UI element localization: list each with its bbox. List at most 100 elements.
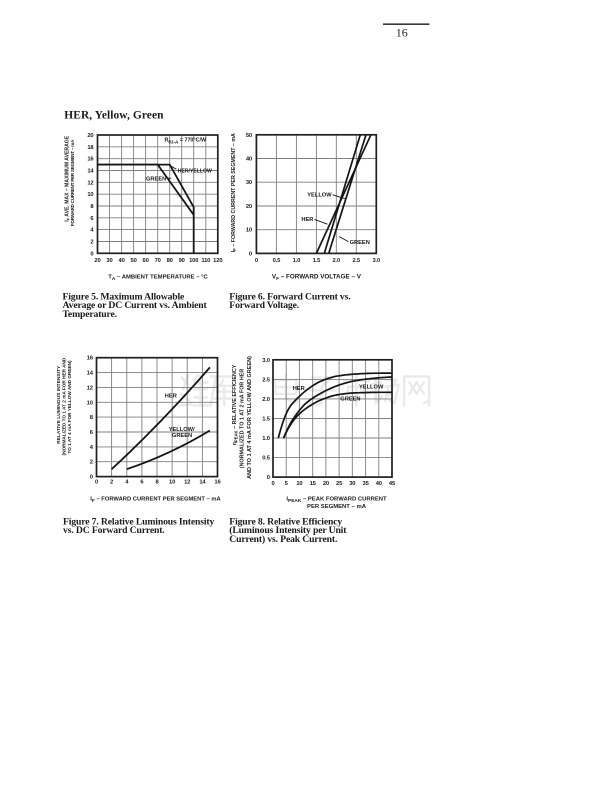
svg-text:0.5: 0.5 (262, 456, 271, 462)
svg-text:0: 0 (90, 251, 93, 257)
svg-text:RθJ-A = 770°C/W: RθJ-A = 770°C/W (165, 138, 207, 145)
svg-text:20: 20 (323, 481, 329, 487)
svg-text:HER: HER (293, 386, 305, 392)
svg-text:GREEN: GREEN (172, 433, 192, 439)
svg-text:20: 20 (246, 204, 252, 210)
svg-text:AND TO 1 AT 4 mA FOR YELLOW AN: AND TO 1 AT 4 mA FOR YELLOW AND GREEN) (247, 356, 253, 479)
svg-text:10: 10 (296, 481, 302, 487)
svg-text:5: 5 (285, 481, 289, 487)
svg-text:16: 16 (214, 479, 221, 485)
svg-text:RELATIVE LUMINOUS INTENSITY: RELATIVE LUMINOUS INTENSITY (56, 365, 62, 444)
svg-text:50: 50 (246, 133, 252, 139)
svg-text:4: 4 (90, 228, 94, 234)
svg-text:0: 0 (249, 251, 252, 257)
svg-text:IPEAK – PEAK FORWARD CURRENT: IPEAK – PEAK FORWARD CURRENT (286, 497, 387, 505)
svg-text:40: 40 (119, 258, 125, 264)
svg-text:IF – FORWARD CURRENT PER SEGME: IF – FORWARD CURRENT PER SEGMENT – mA (90, 497, 221, 505)
svg-text:HER, Yellow, Green: HER, Yellow, Green (64, 110, 164, 122)
svg-text:1.0: 1.0 (293, 258, 301, 264)
svg-text:18: 18 (87, 145, 94, 151)
svg-text:20: 20 (94, 258, 100, 264)
svg-text:120: 120 (213, 258, 222, 264)
svg-text:45: 45 (389, 481, 396, 487)
svg-text:0: 0 (90, 475, 93, 481)
svg-text:30: 30 (246, 180, 252, 186)
svg-text:HER: HER (301, 217, 313, 223)
svg-text:8: 8 (90, 415, 94, 421)
svg-text:2.0: 2.0 (332, 258, 340, 264)
svg-text:3.0: 3.0 (262, 358, 270, 364)
svg-text:4: 4 (125, 479, 129, 485)
svg-text:Average or DC Current vs. Ambi: Average or DC Current vs. Ambient (63, 300, 208, 311)
svg-text:35: 35 (363, 481, 370, 487)
svg-text:0: 0 (95, 479, 98, 485)
svg-text:6: 6 (140, 479, 144, 485)
svg-text:Figure 7. Relative Luminous In: Figure 7. Relative Luminous Intensity (63, 517, 214, 528)
svg-text:2: 2 (110, 479, 113, 485)
svg-text:(Luminous Intensity per Unit: (Luminous Intensity per Unit (229, 525, 347, 536)
svg-text:2: 2 (90, 460, 93, 466)
svg-text:Forward Voltage.: Forward Voltage. (229, 300, 299, 311)
svg-text:14: 14 (87, 371, 94, 377)
svg-text:2: 2 (90, 240, 93, 246)
svg-text:Current) vs. Peak Current.: Current) vs. Peak Current. (229, 534, 337, 545)
svg-text:TA – AMBIENT TEMPERATURE – °C: TA – AMBIENT TEMPERATURE – °C (108, 274, 208, 282)
svg-text:60: 60 (143, 258, 149, 264)
svg-text:PER SEGMENT – mA: PER SEGMENT – mA (307, 504, 367, 510)
svg-text:12: 12 (184, 479, 190, 485)
svg-text:Figure 5. Maximum Allowable: Figure 5. Maximum Allowable (63, 292, 186, 303)
svg-text:1.0: 1.0 (262, 436, 270, 442)
svg-text:0.5: 0.5 (273, 258, 282, 264)
svg-text:15: 15 (310, 481, 317, 487)
svg-text:3.0: 3.0 (372, 258, 380, 264)
svg-text:30: 30 (106, 258, 112, 264)
svg-text:YELLOW: YELLOW (359, 385, 384, 391)
svg-text:10: 10 (246, 228, 252, 234)
svg-text:30: 30 (349, 481, 355, 487)
svg-text:YELLOW/: YELLOW/ (169, 427, 195, 433)
svg-text:16: 16 (396, 26, 408, 40)
svg-text:10: 10 (169, 479, 175, 485)
svg-text:1.5: 1.5 (313, 258, 322, 264)
svg-text:50: 50 (131, 258, 137, 264)
svg-text:8: 8 (90, 204, 94, 210)
svg-text:ηPEAK – RELATIVE EFFICIENCY: ηPEAK – RELATIVE EFFICIENCY (232, 364, 238, 445)
svg-text:2.0: 2.0 (262, 397, 270, 403)
svg-text:(NORMALIZED TO 1 AT 2 mA FOR H: (NORMALIZED TO 1 AT 2 mA FOR HER AND (62, 357, 67, 455)
svg-text:16: 16 (87, 356, 94, 362)
svg-text:70: 70 (155, 258, 161, 264)
svg-text:Figure 6. Forward Current vs.: Figure 6. Forward Current vs. (229, 292, 350, 303)
svg-text:HER: HER (165, 394, 177, 400)
svg-text:16: 16 (87, 157, 94, 163)
svg-text:GREEN: GREEN (340, 397, 360, 403)
svg-text:12: 12 (87, 180, 93, 186)
svg-text:8: 8 (155, 479, 159, 485)
svg-text:14: 14 (87, 169, 94, 175)
svg-text:25: 25 (336, 481, 343, 487)
svg-text:10: 10 (87, 192, 93, 198)
svg-text:0: 0 (267, 475, 270, 481)
svg-text:90: 90 (179, 258, 185, 264)
svg-text:12: 12 (87, 385, 93, 391)
svg-text:2.5: 2.5 (352, 258, 361, 264)
svg-text:80: 80 (167, 258, 173, 264)
svg-text:20: 20 (87, 133, 93, 139)
svg-text:Temperature.: Temperature. (63, 309, 117, 320)
svg-text:40: 40 (246, 157, 252, 163)
svg-text:HER/YELLOW: HER/YELLOW (178, 168, 212, 174)
svg-text:Figure 8. Relative Efficiency: Figure 8. Relative Efficiency (229, 517, 342, 528)
svg-text:GREEN: GREEN (146, 176, 166, 182)
svg-text:40: 40 (376, 481, 382, 487)
svg-text:2.5: 2.5 (262, 377, 271, 383)
svg-text:IF AVE. MAX – MAXIMUM AVERAGE: IF AVE. MAX – MAXIMUM AVERAGE (64, 135, 70, 221)
svg-text:vs. DC Forward Current.: vs. DC Forward Current. (63, 525, 165, 536)
svg-text:YELLOW: YELLOW (307, 192, 332, 198)
svg-text:4: 4 (90, 445, 94, 451)
svg-text:10: 10 (87, 400, 93, 406)
svg-text:14: 14 (199, 479, 206, 485)
svg-text:6: 6 (90, 430, 94, 436)
svg-text:IF – FORWARD CURRENT PER SEGME: IF – FORWARD CURRENT PER SEGMENT – mA (231, 133, 237, 252)
svg-text:0: 0 (255, 258, 258, 264)
svg-text:100: 100 (189, 258, 198, 264)
svg-text:GREEN: GREEN (350, 240, 370, 246)
